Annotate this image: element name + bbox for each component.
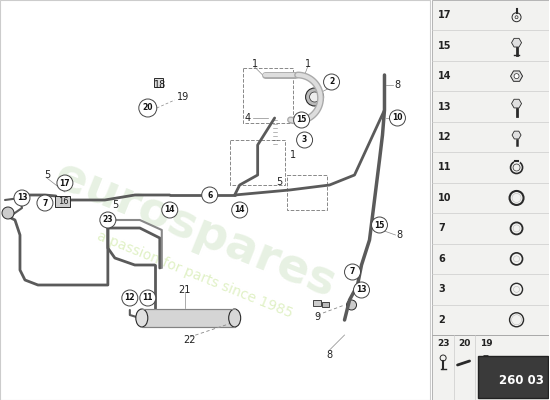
Circle shape [140, 290, 156, 306]
Text: 11: 11 [438, 162, 452, 172]
Circle shape [306, 88, 323, 106]
FancyBboxPatch shape [312, 300, 321, 306]
Text: 7: 7 [350, 268, 355, 276]
FancyBboxPatch shape [155, 78, 163, 86]
Text: 14: 14 [234, 206, 245, 214]
Circle shape [122, 290, 138, 306]
Text: 2: 2 [438, 315, 445, 325]
Text: 7: 7 [438, 224, 445, 234]
FancyBboxPatch shape [142, 309, 235, 327]
Text: 15: 15 [375, 220, 384, 230]
Text: 15: 15 [296, 116, 307, 124]
FancyBboxPatch shape [322, 302, 328, 307]
Circle shape [310, 92, 320, 102]
Circle shape [57, 175, 73, 191]
Circle shape [14, 190, 30, 206]
Text: 16: 16 [58, 198, 68, 206]
Text: 23: 23 [103, 216, 113, 224]
Text: 12: 12 [125, 294, 135, 302]
Text: 6: 6 [438, 254, 445, 264]
Text: 20: 20 [142, 104, 153, 112]
Circle shape [162, 202, 178, 218]
Circle shape [202, 187, 218, 203]
Circle shape [232, 202, 248, 218]
Text: 17: 17 [59, 178, 70, 188]
Circle shape [389, 110, 405, 126]
Circle shape [296, 132, 312, 148]
Circle shape [100, 212, 116, 228]
Circle shape [346, 300, 356, 310]
Text: 260 03: 260 03 [499, 374, 544, 388]
Text: 1: 1 [251, 59, 258, 69]
Text: 5: 5 [44, 170, 50, 180]
Text: 19: 19 [177, 92, 189, 102]
Text: 14: 14 [164, 206, 175, 214]
Text: 9: 9 [315, 312, 321, 322]
Text: 7: 7 [42, 198, 48, 208]
Text: 17: 17 [438, 10, 452, 20]
FancyBboxPatch shape [492, 370, 502, 378]
Text: eurospares: eurospares [48, 153, 342, 307]
Text: 6: 6 [207, 190, 212, 200]
Circle shape [294, 112, 310, 128]
Text: 1: 1 [289, 150, 296, 160]
Circle shape [514, 74, 519, 79]
Text: 14: 14 [438, 71, 452, 81]
Text: 1: 1 [305, 59, 311, 69]
Text: 13: 13 [356, 286, 367, 294]
Circle shape [371, 217, 388, 233]
Text: 5: 5 [112, 200, 118, 210]
Text: 23: 23 [437, 338, 449, 348]
Text: 3: 3 [302, 136, 307, 144]
FancyBboxPatch shape [432, 335, 549, 400]
Text: 5: 5 [277, 177, 283, 187]
Text: 15: 15 [438, 41, 452, 51]
Text: 10: 10 [392, 114, 403, 122]
Text: 10: 10 [438, 193, 452, 203]
Text: 19: 19 [480, 338, 492, 348]
Text: 22: 22 [184, 335, 196, 345]
Text: 21: 21 [179, 285, 191, 295]
Text: 2: 2 [329, 78, 334, 86]
Text: 13: 13 [16, 194, 27, 202]
Circle shape [323, 74, 339, 90]
Text: 8: 8 [394, 80, 400, 90]
Text: 8: 8 [327, 350, 333, 360]
Ellipse shape [136, 309, 148, 327]
FancyBboxPatch shape [478, 356, 548, 398]
Circle shape [344, 264, 360, 280]
Text: 4: 4 [245, 113, 251, 123]
Text: 20: 20 [458, 338, 471, 348]
Text: 11: 11 [142, 294, 153, 302]
Text: a passion for parts since 1985: a passion for parts since 1985 [95, 229, 295, 321]
Text: 18: 18 [153, 80, 166, 90]
Circle shape [2, 207, 14, 219]
Circle shape [354, 282, 370, 298]
FancyBboxPatch shape [56, 196, 70, 206]
Ellipse shape [229, 309, 241, 327]
Text: 8: 8 [397, 230, 403, 240]
Text: 3: 3 [438, 284, 445, 294]
Circle shape [37, 195, 53, 211]
Circle shape [139, 99, 157, 117]
Text: 13: 13 [438, 102, 452, 112]
Text: 12: 12 [438, 132, 452, 142]
FancyBboxPatch shape [432, 0, 549, 335]
